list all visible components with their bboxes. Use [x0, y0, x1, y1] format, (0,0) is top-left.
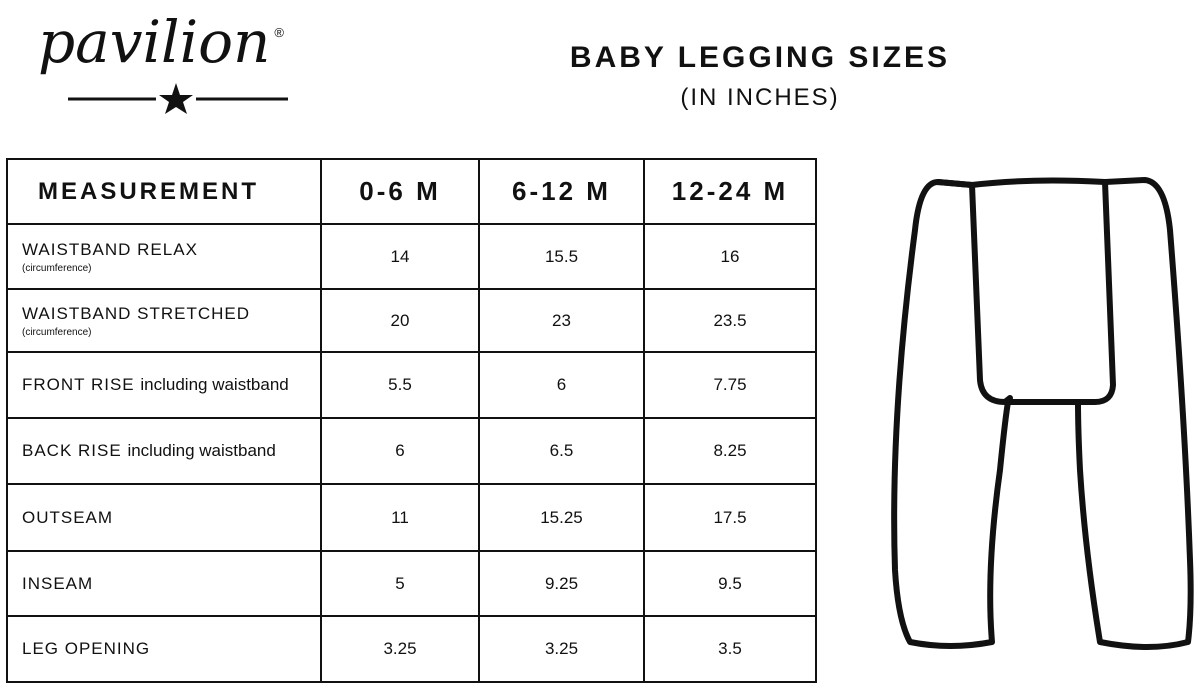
- cell: 9.5: [643, 550, 817, 617]
- table-header-row: MEASUREMENT 0-6 M 6-12 M 12-24 M: [6, 158, 817, 225]
- cell: 17.5: [643, 483, 817, 552]
- size-table: MEASUREMENT 0-6 M 6-12 M 12-24 M WAISTBA…: [6, 158, 817, 683]
- table-row: WAISTBAND STRETCHED (circumference) 20 23…: [6, 288, 817, 353]
- label-text: BACK RISE: [22, 441, 122, 460]
- row-label: WAISTBAND STRETCHED (circumference): [6, 288, 322, 353]
- cell: 3.25: [478, 615, 645, 683]
- cell: 9.25: [478, 550, 645, 617]
- cell: 11: [320, 483, 480, 552]
- row-label: OUTSEAM: [6, 483, 322, 552]
- row-label: INSEAM: [6, 550, 322, 617]
- label-note: (circumference): [22, 326, 92, 338]
- star-line-icon: [68, 83, 288, 114]
- pavilion-logo: pavilion ®: [38, 4, 378, 116]
- label-text: WAISTBAND RELAX: [22, 239, 198, 259]
- row-label: BACK RISE including waistband: [6, 417, 322, 485]
- cell: 15.25: [478, 483, 645, 552]
- leggings-outline-icon: [891, 177, 1194, 650]
- row-label: FRONT RISE including waistband: [6, 351, 322, 419]
- cell: 7.75: [643, 351, 817, 419]
- logo-text: pavilion: [38, 8, 271, 76]
- cell: 15.5: [478, 223, 645, 290]
- cell: 8.25: [643, 417, 817, 485]
- column-header: MEASUREMENT: [6, 158, 322, 225]
- cell: 6: [320, 417, 480, 485]
- row-label: LEG OPENING: [6, 615, 322, 683]
- cell: 6.5: [478, 417, 645, 485]
- table-row: FRONT RISE including waistband 5.5 6 7.7…: [6, 351, 817, 419]
- page-title: BABY LEGGING SIZES: [569, 41, 951, 74]
- cell: 23: [478, 288, 645, 353]
- table-row: INSEAM 5 9.25 9.5: [6, 550, 817, 617]
- label-text: FRONT RISE: [22, 375, 135, 394]
- cell: 3.25: [320, 615, 480, 683]
- cell: 5: [320, 550, 480, 617]
- page-subtitle: (IN INCHES): [680, 84, 840, 111]
- label-text: WAISTBAND STRETCHED: [22, 303, 251, 323]
- column-header: 6-12 M: [478, 158, 645, 225]
- table-row: WAISTBAND RELAX (circumference) 14 15.5 1…: [6, 223, 817, 290]
- cell: 3.5: [643, 615, 817, 683]
- cell: 6: [478, 351, 645, 419]
- cell: 16: [643, 223, 817, 290]
- column-header: 12-24 M: [643, 158, 817, 225]
- label-note: including waistband: [127, 441, 276, 460]
- cell: 14: [320, 223, 480, 290]
- cell: 23.5: [643, 288, 817, 353]
- row-label: WAISTBAND RELAX (circumference): [6, 223, 322, 290]
- table-row: BACK RISE including waistband 6 6.5 8.25: [6, 417, 817, 485]
- table-row: LEG OPENING 3.25 3.25 3.5: [6, 615, 817, 683]
- label-note: including waistband: [140, 375, 289, 394]
- cell: 5.5: [320, 351, 480, 419]
- cell: 20: [320, 288, 480, 353]
- registered-mark: ®: [274, 25, 284, 40]
- logo-wordmark: pavilion ®: [38, 4, 284, 80]
- label-note: (circumference): [22, 262, 92, 274]
- column-header: 0-6 M: [320, 158, 480, 225]
- table-row: OUTSEAM 11 15.25 17.5: [6, 483, 817, 552]
